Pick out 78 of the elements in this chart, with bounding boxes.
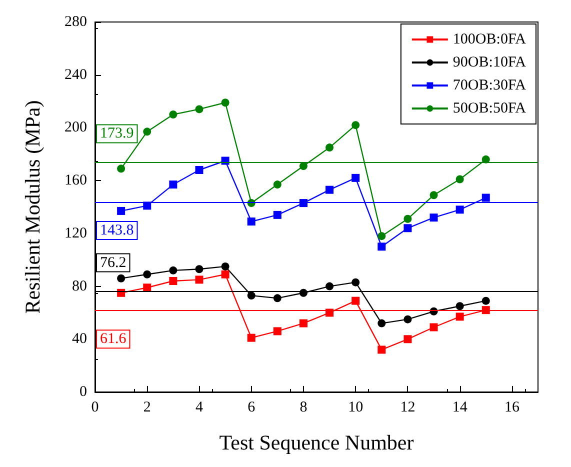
ref-line-label: 173.9 bbox=[100, 126, 134, 142]
y-axis-title: Resilient Modulus (MPa) bbox=[20, 100, 44, 314]
point bbox=[273, 327, 282, 336]
point bbox=[378, 232, 386, 240]
point bbox=[195, 265, 204, 274]
point bbox=[143, 270, 152, 278]
legend-label: 50OB:50FA bbox=[452, 100, 526, 116]
x-tick-label: 12 bbox=[400, 400, 416, 416]
point bbox=[247, 334, 256, 342]
point bbox=[352, 174, 360, 182]
point bbox=[404, 335, 412, 344]
point bbox=[247, 218, 256, 226]
point bbox=[221, 270, 230, 278]
ref-line-label: 143.8 bbox=[100, 222, 134, 238]
ref-line-label: 76.2 bbox=[100, 254, 126, 271]
y-tick-label: 240 bbox=[64, 66, 87, 83]
point bbox=[456, 302, 464, 310]
point bbox=[430, 191, 438, 200]
x-tick-label: 6 bbox=[248, 400, 256, 416]
point bbox=[169, 180, 178, 189]
x-tick-label: 14 bbox=[452, 400, 468, 416]
point bbox=[169, 266, 178, 274]
point bbox=[430, 323, 438, 332]
point bbox=[326, 186, 334, 194]
point bbox=[482, 296, 490, 305]
point bbox=[117, 274, 126, 282]
point bbox=[430, 214, 438, 222]
point bbox=[352, 296, 360, 305]
point bbox=[221, 98, 230, 107]
x-tick-label: 16 bbox=[504, 400, 520, 416]
x-tick-label: 10 bbox=[348, 400, 364, 416]
point bbox=[117, 206, 126, 215]
point bbox=[273, 294, 282, 302]
point bbox=[326, 144, 334, 152]
y-tick-label: 80 bbox=[72, 278, 87, 294]
point bbox=[378, 346, 386, 354]
point bbox=[456, 206, 464, 214]
point bbox=[273, 210, 282, 219]
point bbox=[352, 121, 360, 130]
point bbox=[352, 278, 360, 286]
x-tick-label: 0 bbox=[91, 400, 99, 416]
point bbox=[299, 162, 308, 170]
x-axis-title: Test Sequence Number bbox=[219, 430, 414, 454]
x-tick-label: 2 bbox=[143, 400, 151, 416]
legend-label: 70OB:30FA bbox=[452, 78, 526, 94]
point bbox=[195, 276, 204, 284]
point bbox=[117, 164, 126, 173]
x-tick-label: 4 bbox=[195, 400, 204, 416]
x-tick-label: 8 bbox=[300, 400, 308, 416]
y-tick-label: 280 bbox=[64, 14, 87, 30]
point bbox=[169, 110, 178, 118]
point bbox=[404, 214, 412, 223]
point bbox=[404, 315, 412, 324]
point bbox=[195, 105, 204, 114]
point bbox=[456, 175, 464, 184]
point bbox=[326, 282, 334, 290]
point bbox=[221, 262, 230, 270]
point bbox=[378, 242, 386, 251]
ref-line-label: 61.6 bbox=[100, 331, 127, 348]
y-tick-label: 200 bbox=[64, 120, 87, 136]
y-tick-label: 160 bbox=[64, 172, 87, 189]
point bbox=[482, 155, 490, 164]
point bbox=[195, 166, 204, 174]
point bbox=[247, 292, 256, 300]
point bbox=[482, 194, 490, 202]
legend-label: 100OB:0FA bbox=[452, 32, 526, 48]
point bbox=[143, 284, 152, 292]
y-tick-label: 0 bbox=[80, 384, 87, 400]
y-tick-label: 120 bbox=[64, 225, 87, 242]
point bbox=[456, 312, 464, 321]
point bbox=[299, 319, 308, 328]
point bbox=[378, 319, 386, 328]
point bbox=[143, 128, 152, 136]
y-tick-label: 40 bbox=[72, 331, 87, 348]
point bbox=[169, 277, 178, 285]
point bbox=[404, 224, 412, 232]
legend-label: 90OB:10FA bbox=[452, 54, 526, 70]
point bbox=[273, 180, 282, 189]
